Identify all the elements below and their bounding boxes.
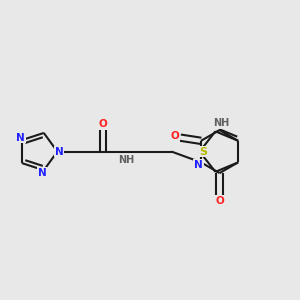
Text: O: O xyxy=(170,131,179,141)
Text: S: S xyxy=(200,147,207,157)
Text: N: N xyxy=(194,160,203,170)
Text: O: O xyxy=(99,119,108,129)
Text: NH: NH xyxy=(213,118,229,128)
Text: N: N xyxy=(16,133,25,142)
Text: N: N xyxy=(55,147,63,157)
Text: O: O xyxy=(215,196,224,206)
Text: N: N xyxy=(38,168,46,178)
Text: NH: NH xyxy=(118,155,135,165)
